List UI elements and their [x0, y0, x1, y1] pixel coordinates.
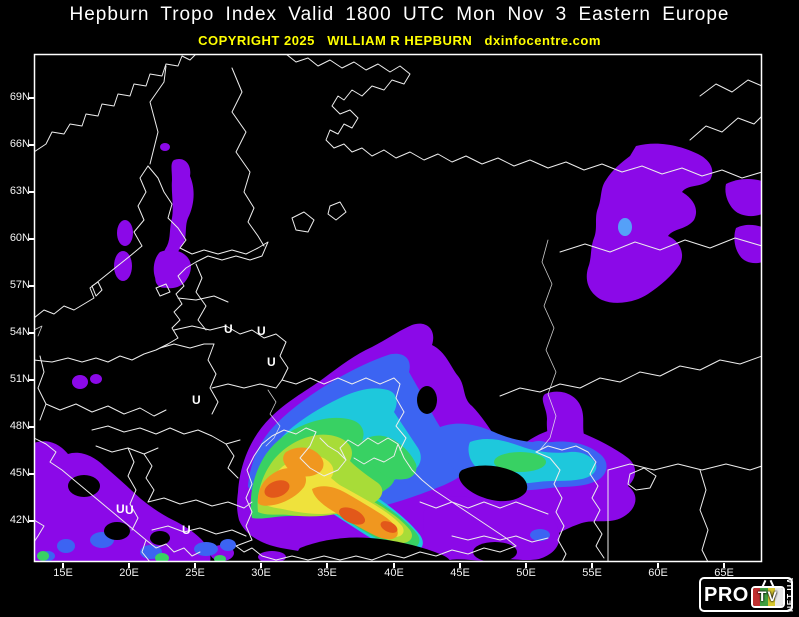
ducting-area-caucasus [423, 494, 560, 561]
ducting-area-balkans [35, 441, 211, 561]
lon-label: 55E [582, 567, 602, 579]
lon-label: 50E [516, 567, 536, 579]
lat-tick [29, 520, 34, 522]
lat-tick [29, 426, 34, 428]
ducting-marker: U [267, 355, 276, 369]
lat-label: 54N [9, 326, 30, 338]
ducting-marker: U [257, 324, 266, 338]
lon-tick [260, 563, 262, 568]
lon-label: 60E [648, 567, 668, 579]
lat-label: 42N [9, 514, 30, 526]
lat-tick [29, 238, 34, 240]
lat-tick [29, 285, 34, 287]
tv-stripe [767, 588, 776, 606]
lon-label: 40E [384, 567, 404, 579]
lon-tick [525, 563, 527, 568]
coastlines-and-borders [35, 55, 761, 561]
lon-tick [657, 563, 659, 568]
lon-tick [393, 563, 395, 568]
lon-tick [723, 563, 725, 568]
lat-label: 69N [9, 91, 30, 103]
lon-label: 65E [714, 567, 734, 579]
lat-tick [29, 473, 34, 475]
lon-tick [326, 563, 328, 568]
copyright-line: COPYRIGHT 2025 WILLIAM R HEPBURN dxinfoc… [198, 33, 601, 48]
tv-stripe [752, 588, 761, 606]
lat-label: 60N [9, 232, 30, 244]
map-frame [33, 53, 763, 563]
lon-tick [591, 563, 593, 568]
lat-label: 51N [9, 373, 30, 385]
protv-logo: PRO TV NET.UA [699, 577, 795, 612]
lat-tick [29, 97, 34, 99]
protv-logo-text: PRO [704, 583, 749, 606]
ducting-overlay [35, 143, 761, 561]
lat-label: 63N [9, 185, 30, 197]
tv-screen [750, 586, 785, 608]
ducting-marker: U [116, 502, 125, 516]
lat-label: 66N [9, 138, 30, 150]
lon-label: 30E [251, 567, 271, 579]
ducting-marker: U [125, 503, 134, 517]
page-title: Hepburn Tropo Index Valid 1800 UTC Mon N… [69, 4, 730, 25]
lon-tick [459, 563, 461, 568]
ducting-marker: U [182, 523, 191, 537]
netua-logo-text: NET.UA [785, 577, 795, 612]
lon-label: 15E [53, 567, 73, 579]
ducting-spot-light-blue [618, 218, 632, 236]
lon-tick [194, 563, 196, 568]
lat-label: 48N [9, 420, 30, 432]
lon-tick [62, 563, 64, 568]
lat-tick [29, 332, 34, 334]
ducting-area-poland [72, 375, 88, 389]
lon-label: 25E [185, 567, 205, 579]
lon-label: 20E [119, 567, 139, 579]
lat-tick [29, 191, 34, 193]
tv-icon: TV [750, 581, 785, 608]
lat-label: 57N [9, 279, 30, 291]
lon-label: 35E [317, 567, 337, 579]
lat-tick [29, 144, 34, 146]
tv-stripe [775, 588, 783, 606]
lon-tick [128, 563, 130, 568]
ducting-area-ural [586, 143, 713, 303]
tv-logo-text: TV [757, 588, 778, 604]
ducting-marker: U [192, 393, 201, 407]
map-content [35, 55, 761, 561]
lat-tick [29, 379, 34, 381]
tv-stripe [760, 588, 768, 606]
lat-label: 45N [9, 467, 30, 479]
ducting-marker: U [224, 322, 233, 336]
lon-label: 45E [450, 567, 470, 579]
